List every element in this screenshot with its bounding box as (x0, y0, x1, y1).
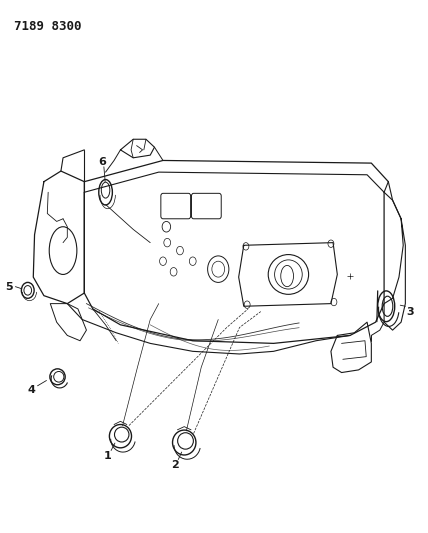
Text: 7189 8300: 7189 8300 (14, 20, 82, 33)
Text: 4: 4 (27, 384, 35, 394)
Text: 6: 6 (99, 157, 107, 167)
Text: 3: 3 (406, 306, 414, 317)
Text: 5: 5 (5, 281, 13, 292)
Text: 1: 1 (104, 451, 112, 461)
Text: 2: 2 (171, 460, 179, 470)
